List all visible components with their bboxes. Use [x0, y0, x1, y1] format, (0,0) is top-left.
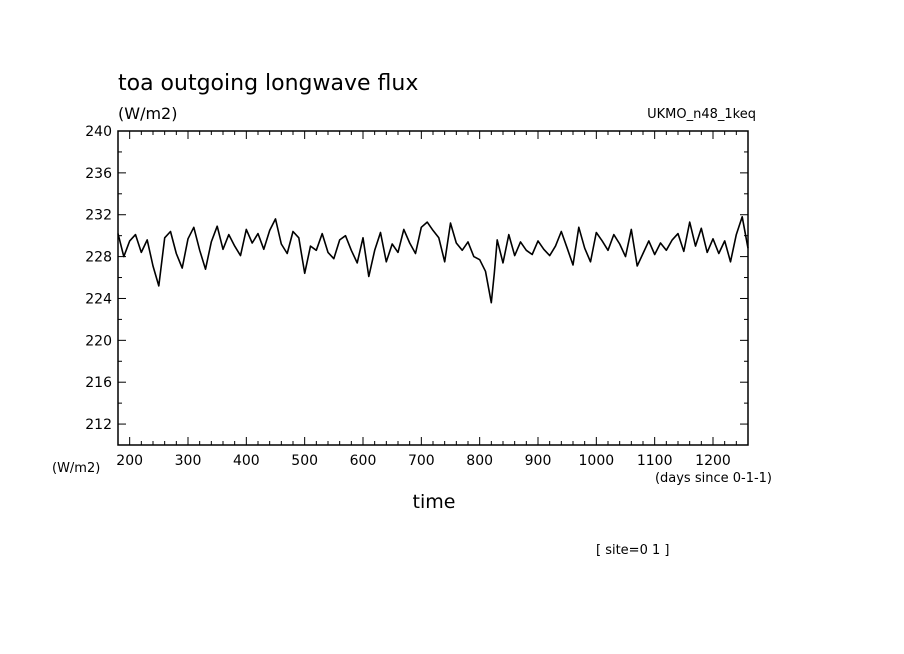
x-tick-label: 200: [116, 453, 143, 469]
x-tick-label: 800: [466, 453, 493, 469]
y-tick-label: 216: [85, 375, 112, 391]
x-tick-label: 1000: [579, 453, 615, 469]
x-tick-label: 400: [233, 453, 260, 469]
x-tick-label: 900: [525, 453, 552, 469]
x-tick-labels: 200 300 400 500 600 700 800 900 1000 1100 1200: [116, 453, 731, 469]
tick-marks: [118, 130, 749, 446]
y-tick-label: 236: [85, 166, 112, 182]
x-tick-label: 500: [291, 453, 318, 469]
y-tick-label: 228: [85, 250, 112, 266]
y-tick-label: 224: [85, 291, 112, 307]
x-axis-label: time: [413, 491, 456, 513]
x-tick-label: 1200: [695, 453, 731, 469]
series-layer: [117, 216, 749, 304]
y-tick-label: 212: [85, 417, 112, 433]
x-axis-units: (days since 0-1-1): [655, 471, 772, 486]
y-tick-labels: 212 216 220 224 228 232 236 240: [85, 124, 112, 433]
y-tick-label: 240: [85, 124, 112, 140]
x-tick-label: 700: [408, 453, 435, 469]
y-axis-units: (W/m2): [52, 461, 100, 476]
y-tick-label: 232: [85, 208, 112, 224]
run-label: UKMO_n48_1keq: [647, 107, 756, 122]
x-tick-label: 300: [175, 453, 202, 469]
y-tick-label: 220: [85, 333, 112, 349]
chart-units-subtitle: (W/m2): [118, 104, 177, 123]
site-footnote: [ site=0 1 ]: [596, 543, 669, 558]
series-line: [117, 216, 749, 304]
axes: [117, 130, 749, 446]
x-tick-label: 600: [350, 453, 377, 469]
plot-frame: [117, 130, 749, 446]
x-tick-label: 1100: [637, 453, 673, 469]
chart-title: toa outgoing longwave flux: [118, 71, 418, 96]
